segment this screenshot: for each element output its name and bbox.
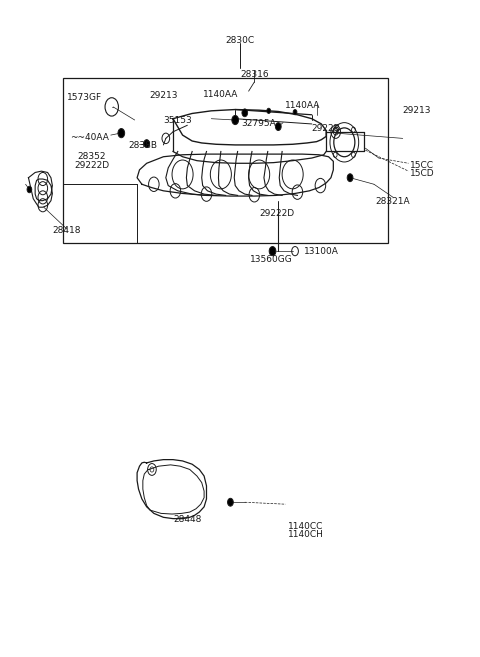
Text: 29222D: 29222D [260,210,295,218]
Text: 15CD: 15CD [410,169,434,177]
Text: 28448: 28448 [173,516,202,524]
Circle shape [228,498,233,506]
Circle shape [27,186,32,193]
Text: 29213: 29213 [149,91,178,101]
Text: 2838B: 2838B [128,141,157,150]
Circle shape [118,129,125,138]
Text: 13100A: 13100A [304,246,339,256]
Text: 2830C: 2830C [226,35,254,45]
Text: ~~40AA: ~~40AA [70,133,108,142]
Text: 28352: 28352 [77,152,106,161]
Text: 29222D: 29222D [74,161,109,170]
Circle shape [232,116,239,125]
Text: 1140CH: 1140CH [288,530,324,539]
Text: 1573GF: 1573GF [67,93,102,102]
Circle shape [267,108,271,114]
Text: 28418: 28418 [52,225,81,235]
Circle shape [293,110,297,115]
Text: 2922B: 2922B [312,124,340,133]
Text: 28321A: 28321A [375,197,409,206]
Text: 35153: 35153 [163,116,192,125]
Circle shape [347,173,353,181]
Text: 29213: 29213 [403,106,431,115]
Circle shape [144,140,150,148]
Text: 32795A: 32795A [242,120,276,129]
Text: 1140CC: 1140CC [288,522,323,531]
Circle shape [276,123,281,131]
Circle shape [242,109,248,117]
Circle shape [269,246,276,256]
Text: 28316: 28316 [240,70,269,79]
Text: 15CC: 15CC [410,162,434,170]
Text: 13560GG: 13560GG [250,255,292,264]
Text: 1140AA: 1140AA [285,101,320,110]
Text: 1140AA: 1140AA [203,90,239,99]
Bar [63,78,388,243]
